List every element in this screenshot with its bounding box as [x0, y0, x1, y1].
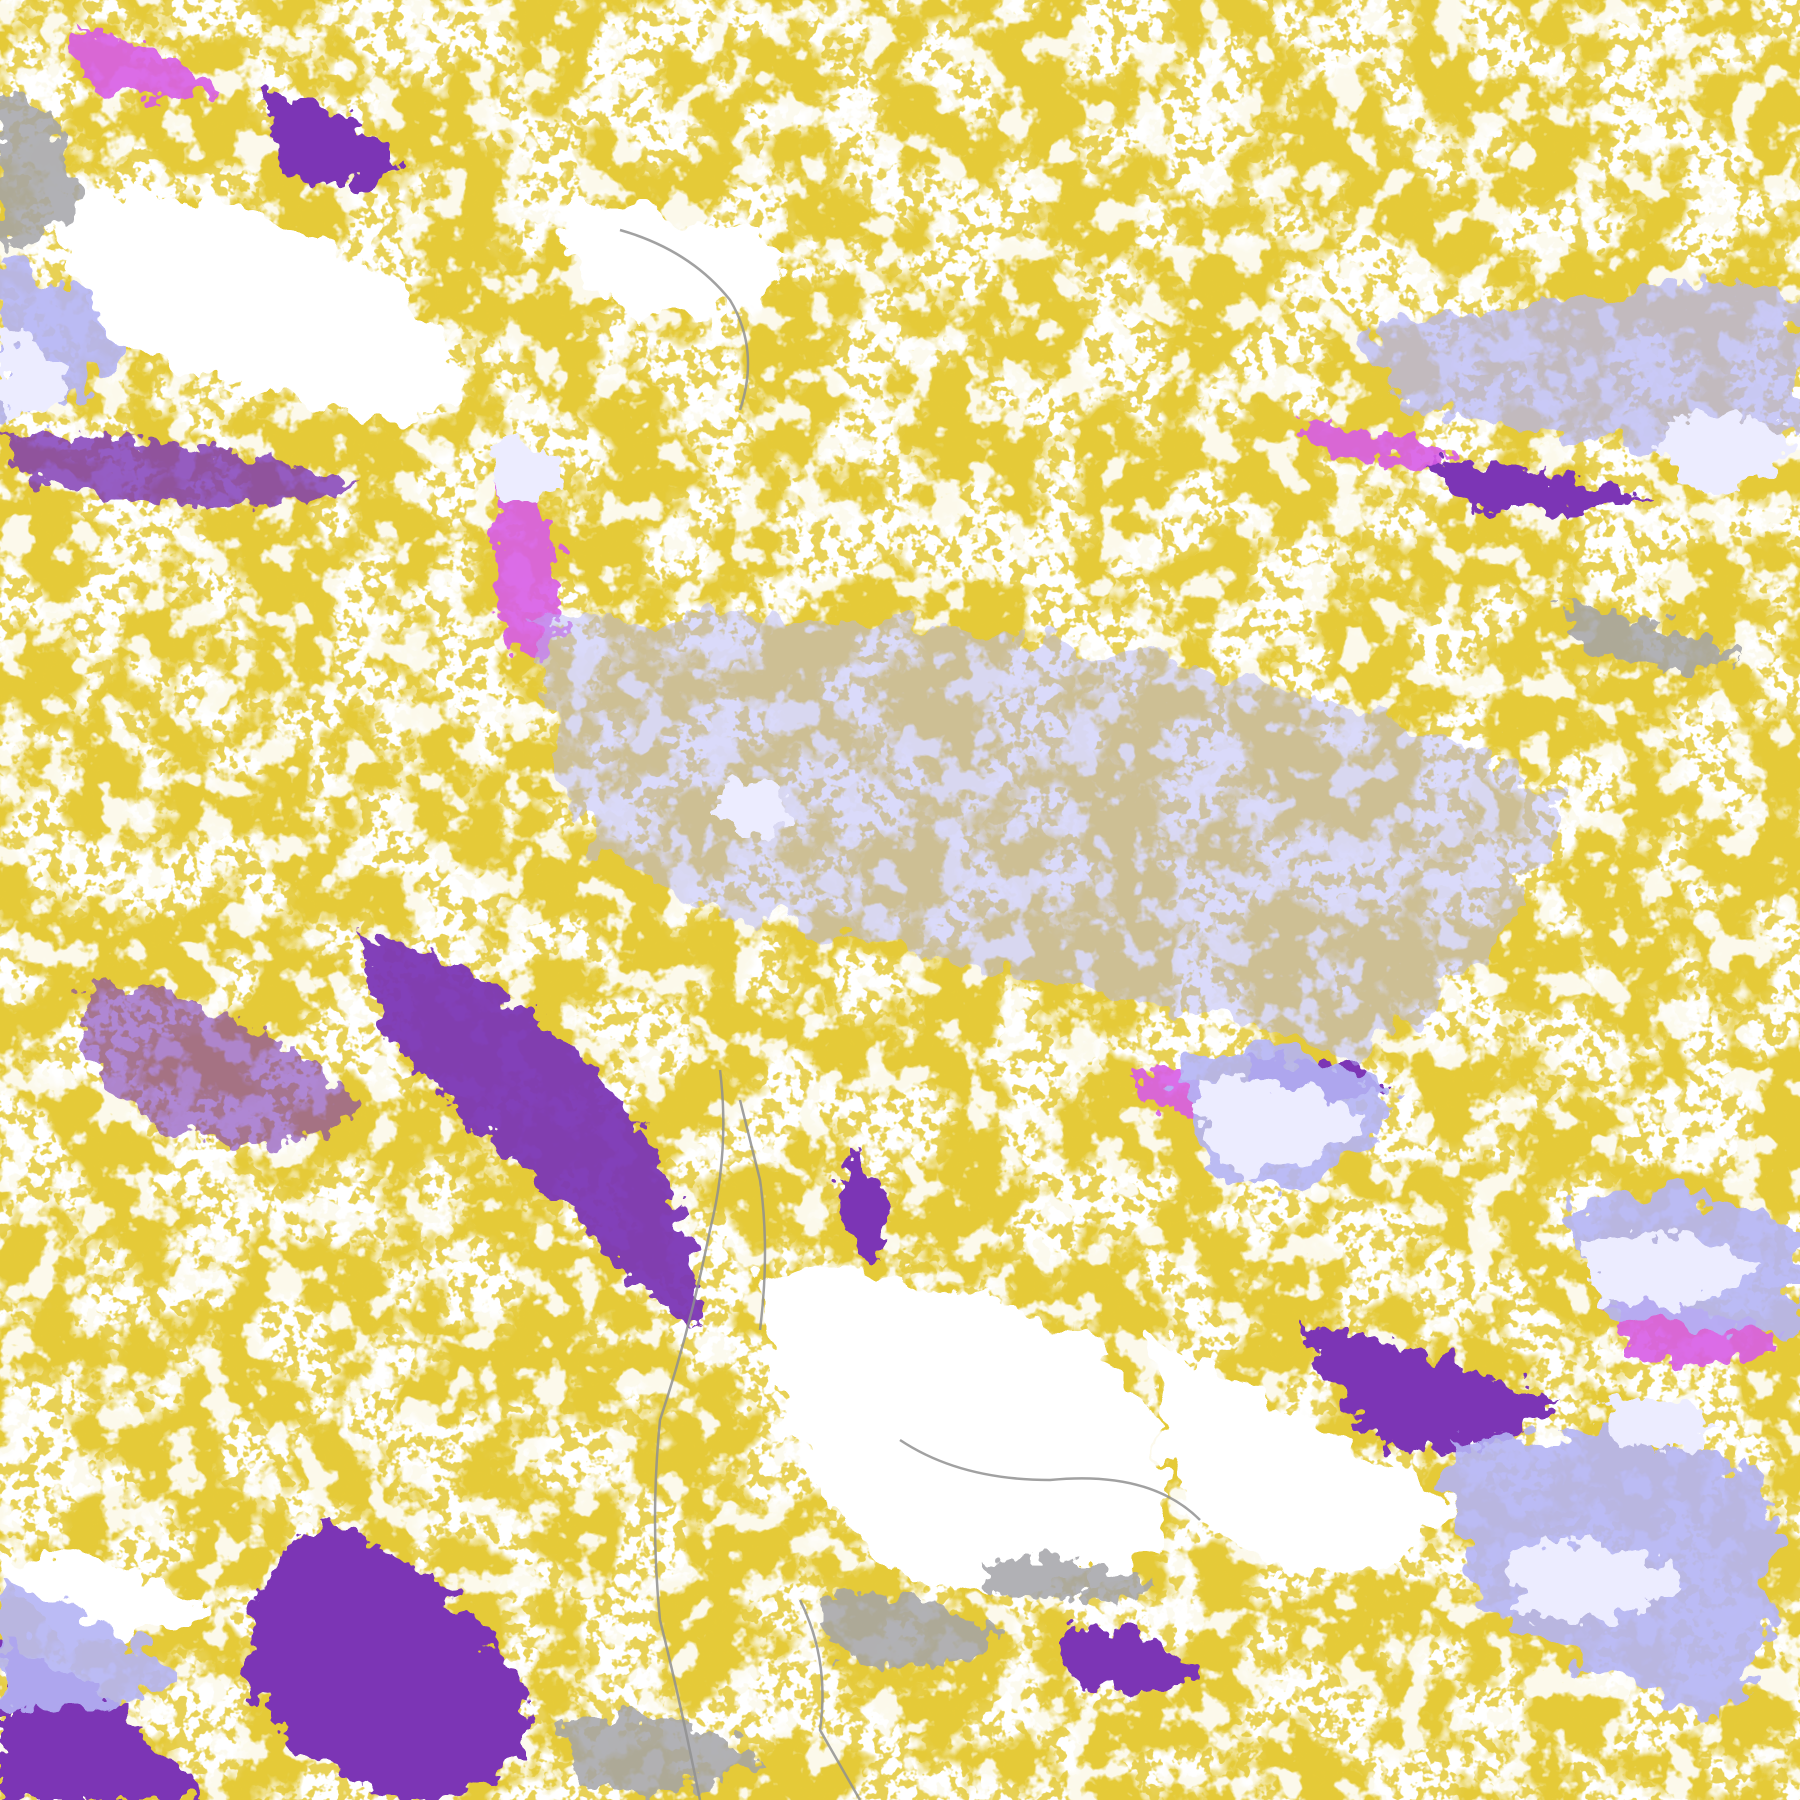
gray-cloud — [0, 90, 1740, 1792]
coastline-outline — [619, 228, 1201, 1800]
bright-cloud-tops — [0, 330, 1790, 1620]
